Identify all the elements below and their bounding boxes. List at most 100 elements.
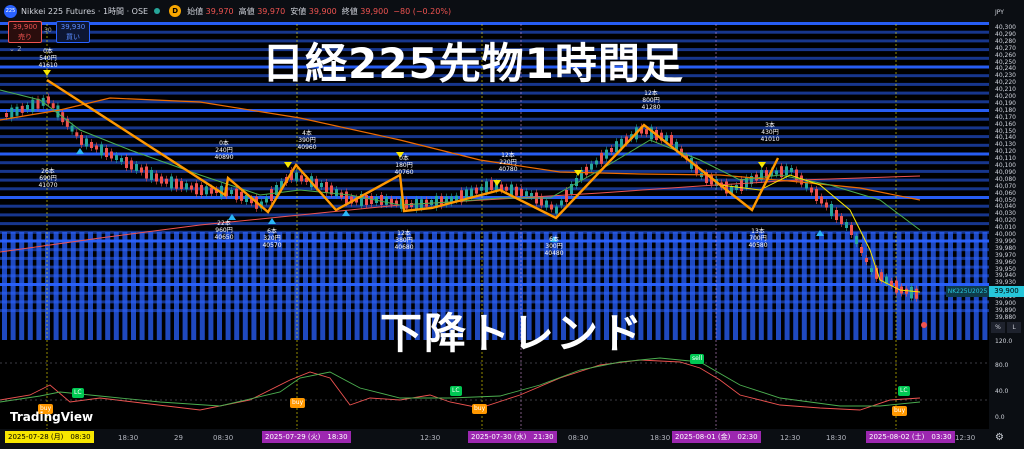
- candle-body: [170, 176, 173, 189]
- volume-bar: [165, 232, 171, 340]
- candle-body: [580, 170, 583, 180]
- signal-buy: buy: [38, 404, 54, 414]
- price-band: [0, 100, 989, 104]
- percent-scale-button[interactable]: %: [991, 322, 1005, 333]
- volume-bar: [629, 232, 635, 340]
- price-band: [0, 204, 989, 208]
- candle-body: [380, 195, 383, 205]
- sell-label: 売り: [18, 33, 32, 41]
- volume-bar: [707, 232, 713, 340]
- volume-bar: [191, 232, 197, 340]
- price-band: [0, 196, 989, 199]
- volume-bar: [53, 232, 59, 340]
- volume-bar: [733, 232, 738, 340]
- candle-body: [15, 106, 19, 116]
- zigzag-label: 6本 300円 40480: [544, 236, 564, 257]
- pivot-high-marker: [396, 152, 404, 158]
- candle-body: [705, 172, 708, 183]
- candle-body: [475, 187, 478, 194]
- candle-body: [300, 175, 303, 182]
- candle-body: [5, 113, 8, 117]
- price-axis[interactable]: [989, 0, 1024, 449]
- volume-bar: [715, 232, 721, 340]
- volume-bar: [457, 232, 463, 340]
- volume-bar: [896, 232, 902, 340]
- candle-body: [400, 197, 403, 209]
- data-delay-badge: D: [169, 5, 182, 17]
- price-band: [0, 109, 989, 112]
- volume-bar: [561, 232, 566, 340]
- indicator-toggle[interactable]: ⌄ 2: [9, 45, 22, 53]
- candle-body: [775, 170, 778, 175]
- candle-body: [865, 258, 868, 262]
- signal-buy: buy: [290, 398, 306, 408]
- candle-body: [610, 148, 613, 152]
- price-tick-label: 40,130: [995, 141, 1016, 149]
- candle-body: [515, 186, 518, 196]
- volume-bar: [767, 232, 773, 340]
- candle-body: [905, 288, 908, 294]
- candle-body: [645, 129, 648, 135]
- candle-body: [56, 105, 60, 118]
- price-tick-label: 40,140: [995, 134, 1016, 142]
- buy-label: 買い: [66, 33, 80, 41]
- candle-body: [26, 105, 29, 110]
- volume-bar: [406, 232, 412, 340]
- price-band: [0, 222, 989, 226]
- candle-body: [245, 195, 248, 202]
- candle-body: [640, 126, 643, 134]
- ohlc-open: 始値 39,970: [187, 6, 234, 16]
- candle-body: [130, 160, 133, 170]
- candle-body: [860, 247, 863, 253]
- candle-body: [835, 210, 838, 220]
- price-tick-label: 40,100: [995, 162, 1016, 169]
- candle-body: [485, 181, 488, 193]
- currency-label[interactable]: JPY: [995, 9, 1004, 16]
- candle-body: [100, 144, 103, 156]
- candle-body: [65, 118, 69, 127]
- candle-body: [455, 195, 458, 201]
- zigzag-label: 6本 320円 40570: [262, 228, 282, 249]
- candle-body: [150, 170, 153, 180]
- candle-body: [410, 203, 413, 207]
- candle-body: [10, 107, 14, 119]
- price-tick-label: 40,240: [995, 65, 1016, 73]
- volume-bar: [251, 232, 257, 340]
- buy-button[interactable]: 39,930 買い: [56, 21, 90, 43]
- candle-body: [840, 216, 843, 224]
- pivot-low-marker: [228, 214, 236, 220]
- current-price-tag: 39,900: [989, 286, 1024, 297]
- time-tick-label: 29: [174, 434, 183, 442]
- settings-gear-icon[interactable]: ⚙: [995, 432, 1004, 443]
- candle-body: [880, 272, 883, 282]
- zigzag-label: 13本 700円 40580: [748, 228, 768, 249]
- log-scale-button[interactable]: L: [1007, 322, 1021, 333]
- candle-body: [295, 172, 298, 181]
- price-tick-label: 39,950: [995, 265, 1016, 273]
- price-chart[interactable]: [0, 0, 989, 429]
- volume-bar: [139, 232, 145, 340]
- signal-lc: LC: [72, 388, 84, 398]
- zigzag-label: 26本 690円 41070: [38, 168, 58, 189]
- pivot-markers: [43, 70, 824, 242]
- volume-bar: [320, 232, 326, 340]
- volume-bar: [285, 232, 291, 340]
- candle-body: [165, 178, 168, 184]
- volume-bar: [595, 232, 601, 340]
- volume-bar: [36, 232, 42, 340]
- volume-bar: [70, 232, 76, 340]
- candle-body: [360, 194, 363, 206]
- symbol-title[interactable]: Nikkei 225 Futures · 1時間 · OSE: [21, 6, 149, 16]
- candle-body: [430, 200, 433, 205]
- price-tick-label: 40,060: [995, 189, 1016, 197]
- volume-bar: [698, 232, 704, 340]
- candle-body: [305, 178, 308, 182]
- current-symbol-tag: NK225U2025: [946, 286, 989, 297]
- volume-bar: [199, 232, 205, 340]
- time-tick-label: 08:30: [568, 434, 589, 442]
- volume-bar: [346, 232, 351, 340]
- ohlc-change: −80 (−0.20%): [393, 6, 452, 16]
- market-status-icon: [154, 8, 161, 14]
- candle-body: [745, 177, 748, 188]
- sell-button[interactable]: 39,900 売り: [8, 21, 42, 43]
